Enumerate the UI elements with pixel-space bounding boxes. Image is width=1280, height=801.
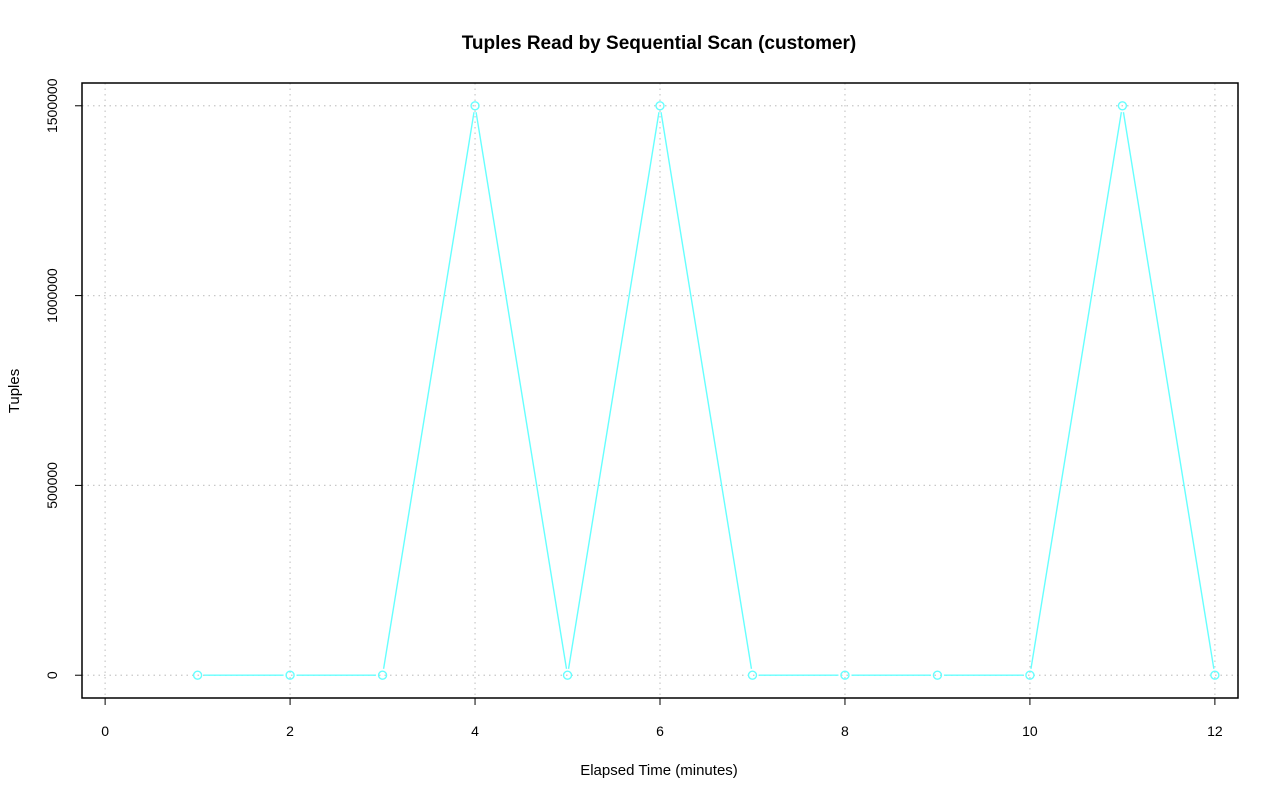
- y-axis: 0 500000 1000000 1500000: [44, 78, 82, 679]
- x-axis-title: Elapsed Time (minutes): [580, 762, 738, 779]
- data-point: [562, 670, 573, 680]
- y-tick-label: 0: [44, 671, 60, 679]
- grid-lines: [82, 83, 1238, 698]
- y-tick-label: 1000000: [44, 268, 60, 323]
- data-point: [1210, 670, 1220, 680]
- y-axis-title: Tuples: [6, 369, 23, 413]
- data-point: [1025, 670, 1035, 680]
- data-point: [655, 101, 665, 111]
- x-tick-label: 2: [286, 723, 294, 739]
- data-point: [1117, 101, 1128, 111]
- y-tick-label: 1500000: [44, 78, 60, 133]
- series-line-segment: [660, 112, 753, 669]
- data-point: [840, 670, 850, 680]
- x-tick-label: 6: [656, 723, 664, 739]
- series-line-segment: [382, 112, 475, 669]
- y-tick-label: 500000: [44, 462, 60, 509]
- x-tick-label: 12: [1207, 723, 1223, 739]
- series-line-segment: [567, 112, 660, 669]
- x-tick-label: 8: [841, 723, 849, 739]
- x-axis: 0 2 4 6 8 10 12: [101, 698, 1223, 739]
- data-point: [932, 670, 943, 680]
- series-line-segment: [1030, 112, 1123, 669]
- series-line-segment: [1122, 112, 1215, 669]
- series-line-segment: [475, 112, 568, 669]
- data-point: [285, 670, 295, 680]
- x-tick-label: 10: [1022, 723, 1038, 739]
- data-point: [377, 670, 388, 680]
- x-tick-label: 4: [471, 723, 479, 739]
- data-point: [192, 670, 203, 680]
- data-point: [470, 101, 480, 111]
- x-tick-label: 0: [101, 723, 109, 739]
- data-point: [747, 670, 758, 680]
- chart-title: Tuples Read by Sequential Scan (customer…: [462, 33, 857, 54]
- series-layer: [192, 101, 1220, 680]
